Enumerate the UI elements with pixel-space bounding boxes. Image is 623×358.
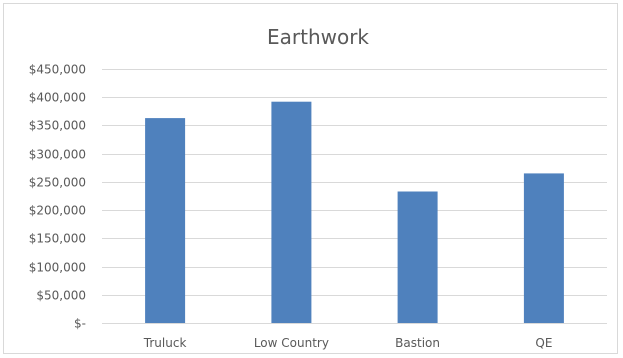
x-tick-label: Bastion <box>395 336 440 350</box>
bar-bastion <box>397 191 438 323</box>
chart-title: Earthwork <box>267 25 369 49</box>
y-axis-tick-labels: $- $50,000 $100,000 $150,000 $200,000 $250,00… <box>29 63 86 331</box>
gridlines <box>102 69 607 324</box>
bars <box>145 101 564 323</box>
y-tick-label: $450,000 <box>29 63 86 77</box>
x-tick-label: Truluck <box>143 336 187 350</box>
bar-truluck <box>145 118 186 323</box>
y-tick-label: $200,000 <box>29 204 86 218</box>
x-tick-label: Low Country <box>254 336 329 350</box>
y-tick-label: $50,000 <box>36 289 86 303</box>
y-tick-label: $- <box>74 317 86 331</box>
bar-qe <box>523 173 564 323</box>
y-tick-label: $100,000 <box>29 261 86 275</box>
bar-low-country <box>271 101 312 323</box>
y-tick-label: $400,000 <box>29 91 86 105</box>
x-axis-tick-labels: Truluck Low Country Bastion QE <box>143 336 553 350</box>
y-tick-label: $350,000 <box>29 119 86 133</box>
y-tick-label: $150,000 <box>29 232 86 246</box>
y-tick-label: $250,000 <box>29 176 86 190</box>
x-tick-label: QE <box>535 336 552 350</box>
y-tick-label: $300,000 <box>29 148 86 162</box>
